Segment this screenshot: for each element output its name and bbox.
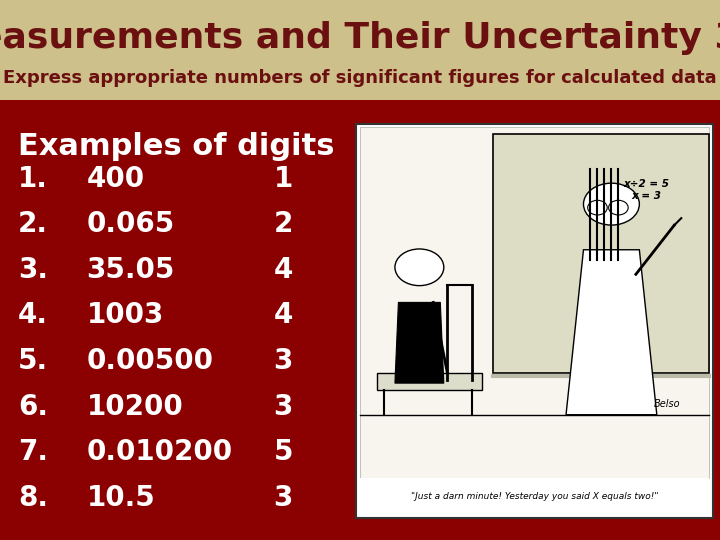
Text: 3: 3 xyxy=(274,484,293,511)
Polygon shape xyxy=(395,302,444,383)
Text: 3.: 3. xyxy=(18,256,48,284)
Polygon shape xyxy=(377,373,482,390)
Text: 6.: 6. xyxy=(18,393,48,421)
Text: 4: 4 xyxy=(274,301,293,329)
Text: 2.: 2. xyxy=(18,210,48,238)
Text: 400: 400 xyxy=(86,165,145,193)
Text: 7.: 7. xyxy=(18,438,48,466)
Text: 1003: 1003 xyxy=(86,301,163,329)
Text: 4: 4 xyxy=(274,256,293,284)
Text: 0.010200: 0.010200 xyxy=(86,438,233,466)
Text: 2: 2 xyxy=(274,210,293,238)
Text: x÷2 = 5
x = 3: x÷2 = 5 x = 3 xyxy=(624,179,670,201)
Text: 5.: 5. xyxy=(18,347,48,375)
Text: Belso: Belso xyxy=(654,399,680,409)
Text: 1: 1 xyxy=(274,165,293,193)
Text: "Just a darn minute! Yesterday you said X equals two!": "Just a darn minute! Yesterday you said … xyxy=(411,492,658,501)
Text: 3: 3 xyxy=(274,393,293,421)
Polygon shape xyxy=(566,249,657,415)
Text: Express appropriate numbers of significant figures for calculated data: Express appropriate numbers of significa… xyxy=(3,69,717,87)
Bar xyxy=(360,478,709,516)
Circle shape xyxy=(395,249,444,286)
Bar xyxy=(356,124,713,518)
Text: 3: 3 xyxy=(274,347,293,375)
Text: 8.: 8. xyxy=(18,484,48,511)
Text: 1.: 1. xyxy=(18,165,48,193)
Bar xyxy=(0,0,720,100)
Text: Measurements and Their Uncertainty 3.1: Measurements and Their Uncertainty 3.1 xyxy=(0,21,720,55)
Text: 35.05: 35.05 xyxy=(86,256,175,284)
Text: 0.00500: 0.00500 xyxy=(86,347,213,375)
Circle shape xyxy=(583,183,639,225)
Text: 0.065: 0.065 xyxy=(86,210,175,238)
Text: 10.5: 10.5 xyxy=(86,484,155,511)
Text: 10200: 10200 xyxy=(86,393,183,421)
Bar xyxy=(492,134,709,373)
Bar xyxy=(360,127,709,478)
Text: Examples of digits: Examples of digits xyxy=(18,132,335,161)
Text: 5: 5 xyxy=(274,438,293,466)
Text: 4.: 4. xyxy=(18,301,48,329)
